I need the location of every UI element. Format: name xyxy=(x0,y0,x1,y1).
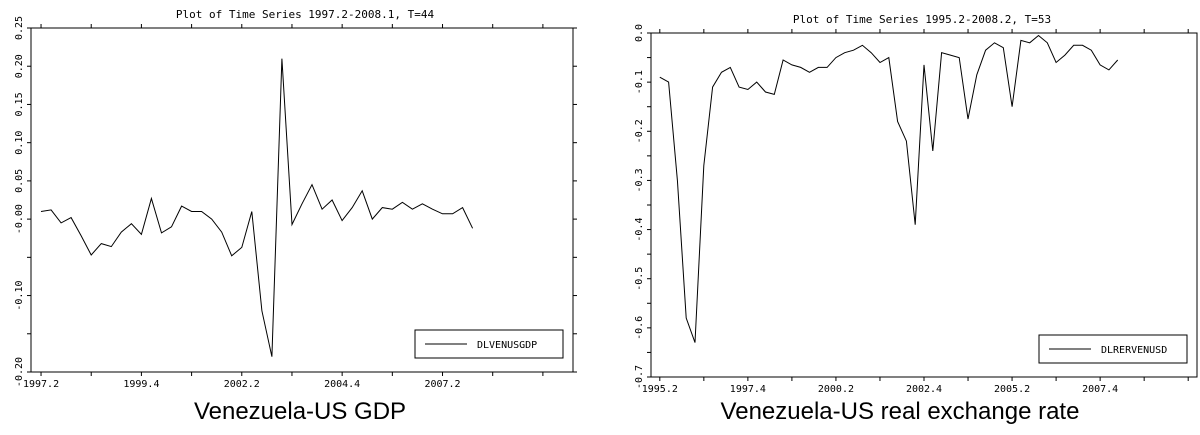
y-tick-label: -0.5 xyxy=(634,267,645,291)
legend-label: DLRERVENUSD xyxy=(1101,345,1167,356)
x-tick-label: 2002.4 xyxy=(906,384,942,395)
y-tick-label: -0.1 xyxy=(634,70,645,94)
x-tick-label: 1999.4 xyxy=(123,379,159,390)
chart-panel-gdp: Plot of Time Series 1997.2-2008.1, T=44 -… xyxy=(14,8,577,425)
y-tick-label: -0.7 xyxy=(634,365,645,389)
y-tick-label: -0.4 xyxy=(634,218,645,242)
x-tick-label: 1997.4 xyxy=(730,384,766,395)
y-tick-label: 0.10 xyxy=(14,131,25,155)
exchange-rate-chart: Plot of Time Series 1995.2-2008.2, T=53 -… xyxy=(634,13,1198,395)
exchange-rate-caption: Venezuela-US real exchange rate xyxy=(720,398,1080,425)
y-tick-label: 0.0 xyxy=(634,24,645,42)
y-tick-label: -0.20 xyxy=(14,357,25,387)
y-tick-label: -0.6 xyxy=(634,316,645,340)
series-line xyxy=(40,58,474,357)
plot-frame xyxy=(650,32,1198,378)
x-tick-label: 2000.2 xyxy=(818,384,854,395)
series-line xyxy=(659,34,1119,343)
y-tick-label: 0.15 xyxy=(14,92,25,116)
chart-title: Plot of Time Series 1997.2-2008.1, T=44 xyxy=(176,8,435,21)
chart-title: Plot of Time Series 1995.2-2008.2, T=53 xyxy=(793,13,1051,26)
y-tick-label: 0.05 xyxy=(14,169,25,193)
x-tick-label: 1995.2 xyxy=(642,384,678,395)
x-tick-label: 2004.4 xyxy=(324,379,360,390)
y-tick-label: 0.25 xyxy=(14,16,25,40)
y-tick-label: -0.00 xyxy=(14,204,25,234)
plot-frame xyxy=(30,27,574,373)
x-tick-label: 2002.2 xyxy=(224,379,260,390)
gdp-chart: Plot of Time Series 1997.2-2008.1, T=44 -… xyxy=(14,8,577,390)
x-tick-label: 2007.2 xyxy=(424,379,460,390)
legend-label: DLVENUSGDP xyxy=(477,340,537,351)
chart-panel-exchange-rate: Plot of Time Series 1995.2-2008.2, T=53 -… xyxy=(600,0,1200,435)
y-tick-label: -0.2 xyxy=(634,119,645,143)
y-tick-label: 0.20 xyxy=(14,54,25,78)
y-tick-label: -0.10 xyxy=(14,281,25,311)
x-tick-label: 2005.2 xyxy=(994,384,1030,395)
x-tick-label: 1997.2 xyxy=(23,379,59,390)
x-tick-label: 2007.4 xyxy=(1082,384,1118,395)
gdp-caption: Venezuela-US GDP xyxy=(193,398,407,425)
y-tick-label: -0.3 xyxy=(634,168,645,192)
